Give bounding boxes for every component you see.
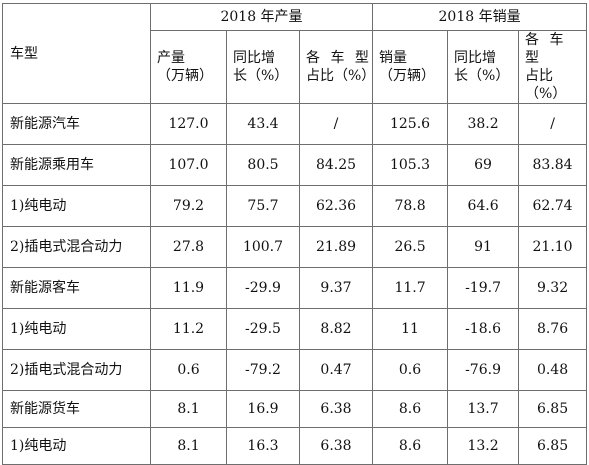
cell-sales-volume: 26.5 — [372, 226, 449, 268]
cell-production-yoy: 100.7 — [226, 226, 300, 268]
cell-production-share: 84.25 — [298, 144, 374, 186]
cell-production-yoy: 16.9 — [226, 390, 300, 428]
cell-sales-yoy: -76.9 — [447, 349, 520, 391]
cell-sales-yoy: 64.6 — [447, 185, 520, 227]
row-label: 1)纯电动 — [2, 427, 151, 465]
table-row: 新能源汽车 127.0 43.4 / 125.6 38.2 / — [2, 103, 588, 145]
row-label: 新能源汽车 — [2, 103, 151, 145]
header-line: （万辆） — [157, 68, 213, 84]
cell-sales-volume: 105.3 — [372, 144, 449, 186]
cell-production-share: 6.38 — [298, 427, 374, 465]
cell-sales-share: 62.74 — [518, 185, 588, 227]
header-line: （万辆） — [379, 68, 436, 84]
cell-production-volume: 107.0 — [150, 144, 227, 186]
cell-sales-share: 6.85 — [518, 390, 588, 428]
header-line: 同比增 — [233, 50, 275, 66]
cell-production-yoy: 16.3 — [226, 427, 300, 465]
row-label: 新能源乘用车 — [2, 144, 151, 186]
table-row: 新能源乘用车 107.0 80.5 84.25 105.3 69 83.84 — [2, 144, 588, 186]
cell-production-share: 6.38 — [298, 390, 374, 428]
header-production-volume: 产量 （万辆） — [150, 30, 227, 104]
table-row: 1)纯电动 79.2 75.7 62.36 78.8 64.6 62.74 — [2, 185, 588, 227]
row-label: 新能源货车 — [2, 390, 151, 428]
cell-production-volume: 27.8 — [150, 226, 227, 268]
cell-sales-share: 83.84 — [518, 144, 588, 186]
table-row: 1)纯电动 8.1 16.3 6.38 8.6 13.2 6.85 — [2, 427, 588, 465]
header-line: 销量 — [379, 50, 408, 66]
cell-sales-share: / — [518, 103, 588, 145]
cell-production-share: 0.47 — [298, 349, 374, 391]
header-production-yoy: 同比增 长（%） — [226, 30, 300, 104]
row-label: 2)插电式混合动力 — [2, 349, 151, 391]
cell-production-share: / — [298, 103, 374, 145]
cell-production-yoy: 43.4 — [226, 103, 300, 145]
row-label: 1)纯电动 — [2, 308, 151, 350]
cell-sales-share: 8.76 — [518, 308, 588, 350]
cell-production-share: 62.36 — [298, 185, 374, 227]
cell-production-volume: 11.9 — [150, 267, 227, 309]
row-label: 1)纯电动 — [2, 185, 151, 227]
cell-sales-yoy: 13.2 — [447, 427, 520, 465]
table-row: 2)插电式混合动力 27.8 100.7 21.89 26.5 91 21.10 — [2, 226, 588, 268]
cell-production-share: 9.37 — [298, 267, 374, 309]
cell-production-yoy: -79.2 — [226, 349, 300, 391]
header-line: 各 车 型 — [525, 32, 567, 66]
cell-sales-volume: 11 — [372, 308, 449, 350]
header-line: 产量 — [157, 50, 185, 66]
header-group-sales: 2018 年销量 — [372, 3, 588, 31]
cell-sales-volume: 0.6 — [372, 349, 449, 391]
header-sales-yoy: 同比增 长（%） — [447, 30, 520, 104]
cell-sales-yoy: 13.7 — [447, 390, 520, 428]
cell-production-volume: 8.1 — [150, 390, 227, 428]
header-line: 各 车 型 — [306, 50, 372, 66]
header-sales-share: 各 车 型 占比（%） — [518, 30, 588, 104]
header-group-production: 2018 年产量 — [149, 3, 374, 31]
table-row: 2)插电式混合动力 0.6 -79.2 0.47 0.6 -76.9 0.48 — [2, 349, 588, 391]
table-row: 新能源货车 8.1 16.9 6.38 8.6 13.7 6.85 — [2, 390, 588, 428]
cell-sales-volume: 78.8 — [372, 185, 449, 227]
cell-sales-yoy: 69 — [447, 144, 520, 186]
cell-sales-yoy: 91 — [447, 226, 520, 268]
table-row: 1)纯电动 11.2 -29.5 8.82 11 -18.6 8.76 — [2, 308, 588, 350]
cell-sales-yoy: -19.7 — [447, 267, 520, 309]
row-label: 新能源客车 — [2, 267, 151, 309]
cell-production-volume: 0.6 — [150, 349, 227, 391]
cell-sales-share: 0.48 — [518, 349, 588, 391]
cell-sales-yoy: -18.6 — [447, 308, 520, 350]
nev-production-sales-table: 车型 2018 年产量 2018 年销量 产量 （万辆） 同比增 长（%） 各 … — [2, 3, 588, 465]
cell-sales-volume: 11.7 — [372, 267, 449, 309]
header-production-share: 各 车 型 占比（%） — [298, 30, 374, 104]
cell-sales-volume: 8.6 — [372, 390, 449, 428]
cell-production-volume: 8.1 — [150, 427, 227, 465]
cell-production-yoy: -29.9 — [226, 267, 300, 309]
cell-production-share: 21.89 — [298, 226, 374, 268]
cell-production-volume: 127.0 — [150, 103, 227, 145]
cell-sales-share: 9.32 — [518, 267, 588, 309]
header-line: 同比增 — [454, 50, 497, 66]
header-line: 占比（%） — [306, 68, 373, 84]
row-label: 2)插电式混合动力 — [2, 226, 151, 268]
header-sales-volume: 销量 （万辆） — [372, 30, 449, 104]
cell-production-share: 8.82 — [298, 308, 374, 350]
cell-production-volume: 79.2 — [150, 185, 227, 227]
cell-production-yoy: 80.5 — [226, 144, 300, 186]
cell-sales-yoy: 38.2 — [447, 103, 520, 145]
table-row: 新能源客车 11.9 -29.9 9.37 11.7 -19.7 9.32 — [2, 267, 588, 309]
cell-production-yoy: -29.5 — [226, 308, 300, 350]
cell-production-volume: 11.2 — [150, 308, 227, 350]
header-vehicle-type: 车型 — [2, 3, 151, 104]
cell-sales-share: 6.85 — [518, 427, 588, 465]
header-line: 占比（%） — [525, 68, 567, 102]
header-line: 长（%） — [454, 68, 510, 84]
cell-sales-share: 21.10 — [518, 226, 588, 268]
header-line: 长（%） — [233, 68, 289, 84]
cell-sales-volume: 125.6 — [372, 103, 449, 145]
cell-sales-volume: 8.6 — [372, 427, 449, 465]
cell-production-yoy: 75.7 — [226, 185, 300, 227]
